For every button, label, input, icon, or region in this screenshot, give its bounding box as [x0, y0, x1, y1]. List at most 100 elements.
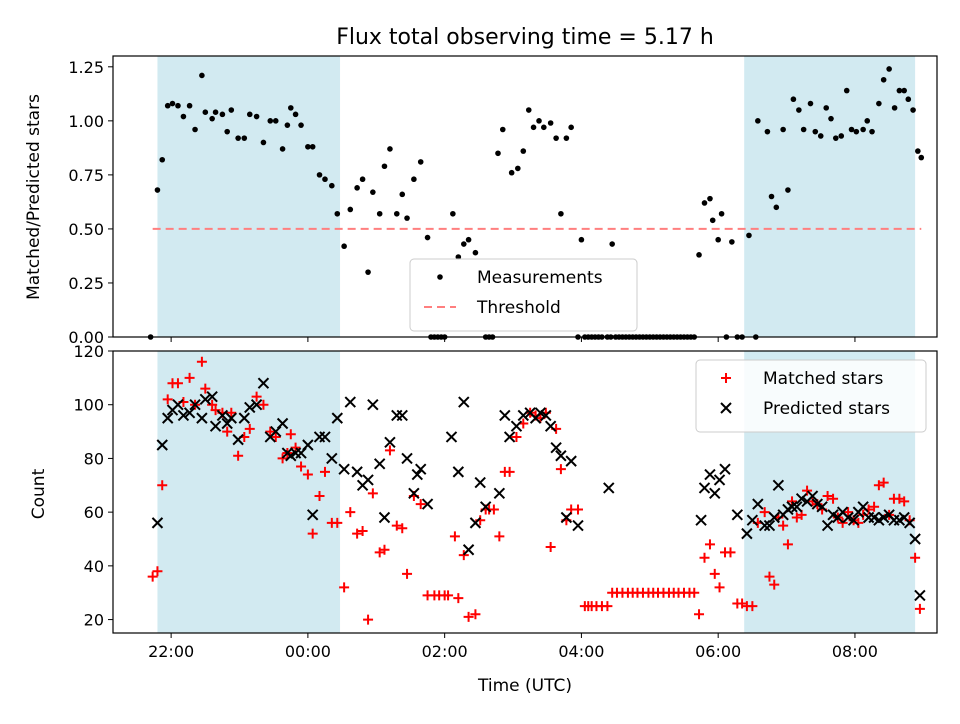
point-matched-stars [172, 378, 183, 389]
point-matched-stars [207, 399, 218, 410]
point-predicted-stars [151, 517, 164, 529]
point-measurements [901, 87, 907, 94]
point-matched-stars [352, 528, 363, 539]
point-predicted-stars [821, 519, 834, 532]
point-matched-stars [296, 461, 307, 472]
point-measurements [186, 102, 193, 109]
point-matched-stars [200, 383, 211, 394]
point-matched-stars [319, 466, 330, 477]
point-matched-stars [511, 431, 522, 442]
point-measurements [399, 191, 406, 198]
point-matched-stars [285, 429, 296, 440]
point-measurements [404, 215, 410, 221]
point-matched-stars [367, 488, 378, 499]
point-measurements [260, 139, 267, 146]
point-predicted-stars [156, 439, 168, 451]
point-matched-stars [725, 547, 736, 558]
point-predicted-stars [326, 452, 338, 465]
point-measurements [876, 100, 882, 107]
x-tick-label: 04:00 [558, 642, 604, 661]
point-measurements [823, 105, 830, 111]
point-measurements [796, 107, 802, 113]
point-matched-stars [307, 528, 318, 539]
point-measurements [180, 113, 187, 120]
point-measurements [495, 150, 501, 157]
point-predicted-stars [746, 514, 759, 526]
point-predicted-stars [172, 399, 184, 411]
point-measurements [764, 128, 771, 135]
point-predicted-stars [695, 514, 707, 526]
point-measurements [359, 176, 366, 183]
y-tick-label-top: 0.00 [68, 328, 104, 347]
axes-frame-top [112, 55, 938, 338]
point-matched-stars [699, 552, 710, 563]
marks-bottom [147, 356, 926, 625]
point-predicted-stars [709, 487, 721, 500]
point-predicted-stars [806, 490, 819, 502]
point-matched-stars [878, 477, 889, 488]
point-predicted-stars [244, 401, 256, 414]
point-predicted-stars [257, 377, 270, 389]
point-predicted-stars [704, 468, 716, 481]
point-predicted-stars [842, 511, 854, 524]
point-measurements [905, 96, 912, 103]
point-measurements [886, 66, 892, 72]
point-matched-stars [802, 485, 813, 496]
point-matched-stars [463, 611, 474, 622]
point-predicted-stars [421, 498, 434, 510]
point-predicted-stars [752, 498, 764, 510]
point-measurements [558, 210, 564, 217]
point-matched-stars [572, 504, 583, 515]
point-matched-stars [828, 493, 839, 504]
point-predicted-stars [209, 420, 222, 432]
legend-top: Measurements Threshold [409, 258, 638, 332]
point-predicted-stars [510, 420, 523, 432]
point-predicted-stars [479, 501, 492, 513]
point-matched-stars [843, 507, 854, 518]
point-matched-stars [397, 523, 408, 534]
point-measurements [817, 133, 824, 139]
point-matched-stars [782, 539, 793, 550]
point-matched-stars [384, 445, 395, 456]
point-matched-stars [694, 609, 705, 620]
point-matched-stars [277, 453, 288, 464]
point-predicted-stars [373, 458, 386, 470]
point-predicted-stars [503, 431, 516, 443]
point-measurements [910, 107, 916, 113]
point-measurements [169, 100, 176, 107]
point-predicted-stars [196, 412, 208, 424]
point-predicted-stars [877, 511, 890, 524]
point-predicted-stars [719, 463, 731, 475]
point-measurements [284, 122, 291, 128]
point-matched-stars [494, 531, 505, 542]
legend-label-matched-stars: Matched stars [763, 369, 883, 389]
point-measurements [381, 163, 388, 170]
point-predicted-stars [768, 511, 780, 524]
x-axis-label: Time (UTC) [477, 676, 572, 696]
point-measurements [272, 118, 279, 124]
legend-box-top [409, 258, 638, 332]
legend-label-threshold: Threshold [476, 298, 561, 318]
point-measurements [746, 232, 752, 239]
shaded-span-1 [157, 351, 341, 633]
point-predicted-stars [786, 501, 798, 513]
point-predicted-stars [452, 466, 465, 478]
point-predicted-stars [534, 407, 547, 419]
point-predicted-stars [378, 511, 391, 524]
point-matched-stars [689, 587, 700, 598]
y-tick-label-top: 0.25 [68, 274, 104, 293]
point-measurements [159, 156, 166, 163]
x-tick-label: 00:00 [285, 642, 331, 661]
point-measurements [520, 148, 527, 154]
point-predicted-stars [367, 399, 379, 411]
point-predicted-stars [555, 450, 567, 462]
point-predicted-stars [216, 409, 229, 422]
shaded-span-1 [157, 56, 341, 337]
legend-marker-matched-stars [721, 373, 731, 383]
point-predicted-stars [408, 487, 420, 500]
point-measurements [508, 169, 515, 176]
point-measurements [460, 241, 467, 247]
point-matched-stars [449, 531, 460, 542]
point-predicted-stars [540, 409, 552, 422]
